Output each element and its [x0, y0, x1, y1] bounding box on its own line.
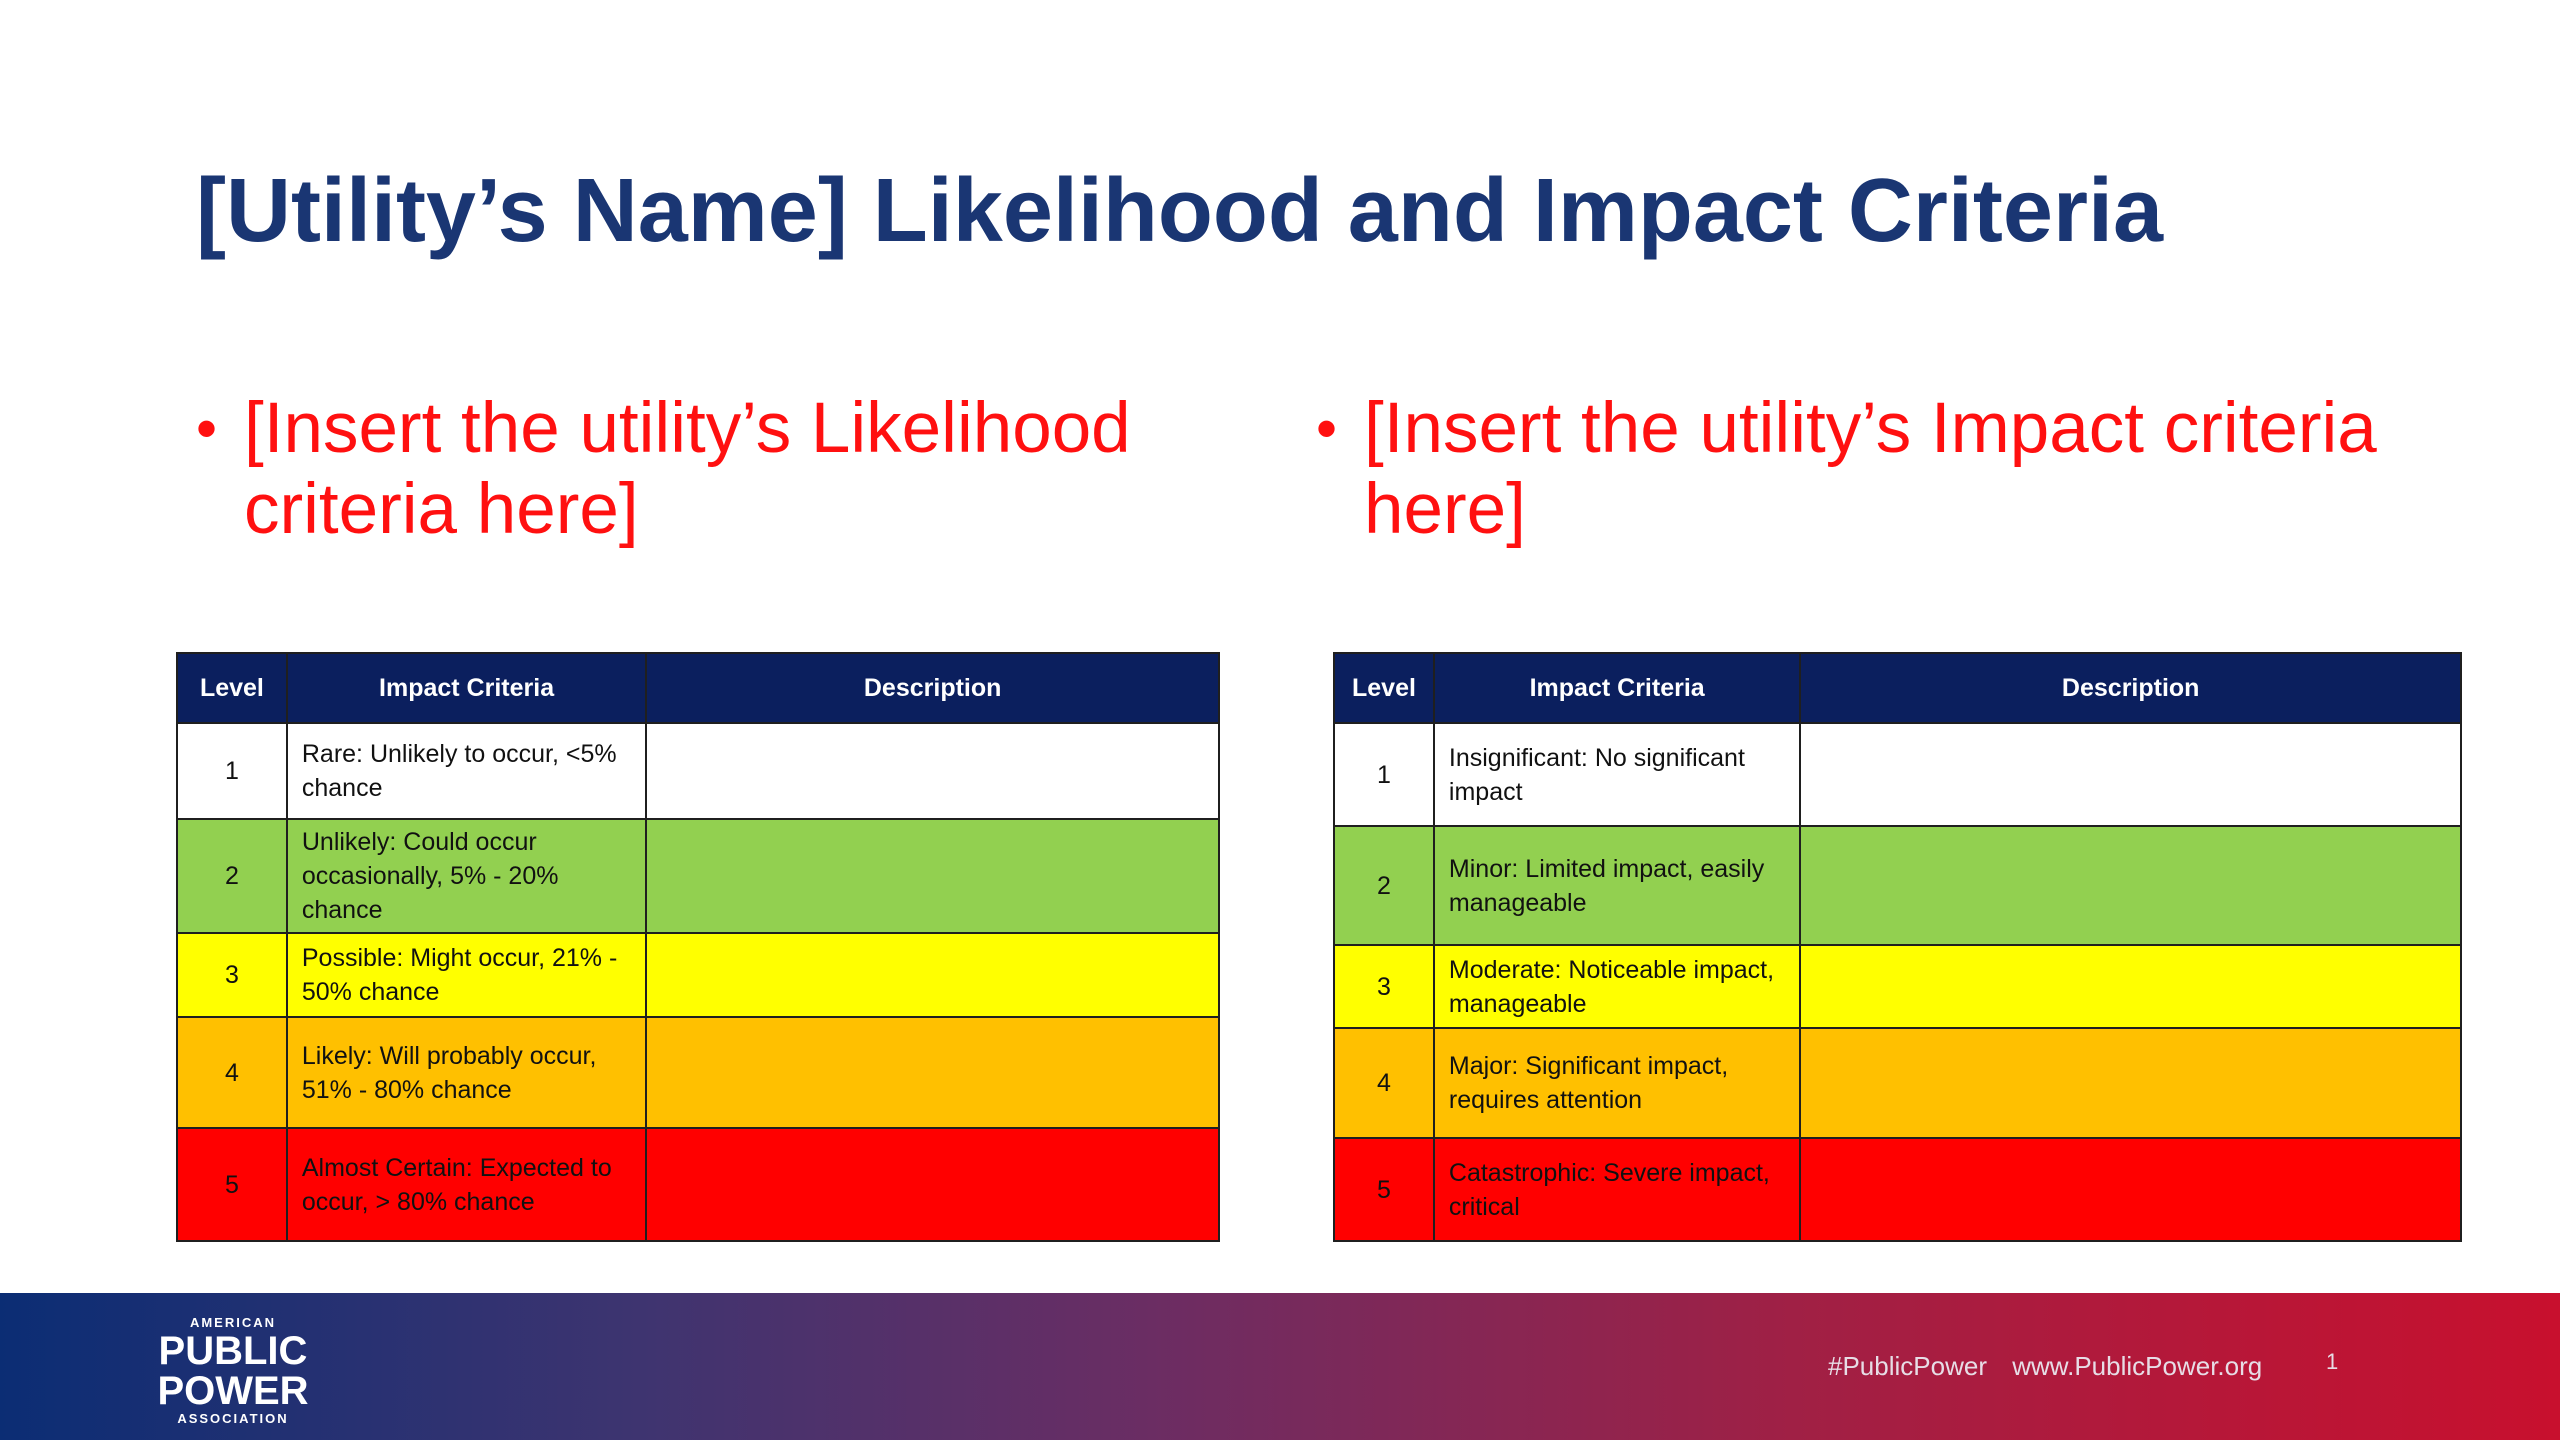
criteria-cell: Almost Certain: Expected to occur, > 80%… [285, 1127, 648, 1242]
description-cell [645, 1016, 1220, 1129]
description-cell [645, 722, 1220, 820]
table-header-row: Level Impact Criteria Description [176, 652, 1220, 724]
bullet-dot: • [196, 395, 218, 462]
criteria-cell: Insignificant: No significant impact [1432, 722, 1802, 827]
bullet-dot: • [1316, 395, 1338, 462]
description-cell [1799, 722, 2462, 827]
table-row: 4 Major: Significant impact, requires at… [1333, 1027, 2462, 1139]
table-header-row: Level Impact Criteria Description [1333, 652, 2462, 724]
criteria-cell: Rare: Unlikely to occur, <5% chance [285, 722, 648, 820]
table-row: 4 Likely: Will probably occur, 51% - 80%… [176, 1016, 1220, 1129]
table-row: 2 Unlikely: Could occur occasionally, 5%… [176, 818, 1220, 934]
criteria-cell: Minor: Limited impact, easily manageable [1432, 825, 1802, 946]
footer-website[interactable]: www.PublicPower.org [2012, 1351, 2263, 1381]
level-cell: 3 [176, 932, 288, 1018]
table-row: 1 Insignificant: No significant impact [1333, 722, 2462, 827]
criteria-cell: Catastrophic: Severe impact, critical [1432, 1137, 1802, 1242]
table-row: 5 Catastrophic: Severe impact, critical [1333, 1137, 2462, 1242]
header-impact-criteria: Impact Criteria [285, 652, 648, 724]
header-level: Level [1333, 652, 1435, 724]
description-cell [645, 932, 1220, 1018]
footer-links: #PublicPower www.PublicPower.org [1828, 1351, 2262, 1382]
table-row: 5 Almost Certain: Expected to occur, > 8… [176, 1127, 1220, 1242]
logo-line1: PUBLIC [158, 1329, 308, 1373]
level-cell: 5 [176, 1127, 288, 1242]
header-impact-criteria: Impact Criteria [1432, 652, 1802, 724]
level-cell: 2 [1333, 825, 1435, 946]
level-cell: 1 [176, 722, 288, 820]
likelihood-table: Level Impact Criteria Description 1 Rare… [176, 652, 1220, 1242]
logo-line2: POWER [157, 1369, 309, 1413]
impact-table: Level Impact Criteria Description 1 Insi… [1333, 652, 2462, 1242]
page-number: 1 [2326, 1349, 2339, 1374]
impact-bullet: • [Insert the utility’s Impact criteria … [1316, 388, 2416, 550]
description-cell [1799, 1027, 2462, 1139]
slide-title: [Utility’s Name] Likelihood and Impact C… [196, 161, 2164, 261]
level-cell: 5 [1333, 1137, 1435, 1242]
description-cell [645, 1127, 1220, 1242]
likelihood-bullet: • [Insert the utility’s Likelihood crite… [196, 388, 1276, 550]
header-level: Level [176, 652, 288, 724]
level-cell: 3 [1333, 944, 1435, 1029]
table-row: 1 Rare: Unlikely to occur, <5% chance [176, 722, 1220, 820]
criteria-cell: Major: Significant impact, requires atte… [1432, 1027, 1802, 1139]
level-cell: 4 [176, 1016, 288, 1129]
description-cell [1799, 944, 2462, 1029]
table-row: 2 Minor: Limited impact, easily manageab… [1333, 825, 2462, 946]
table-row: 3 Moderate: Noticeable impact, manageabl… [1333, 944, 2462, 1029]
logo-bottom-text: ASSOCIATION [177, 1411, 289, 1426]
criteria-cell: Moderate: Noticeable impact, manageable [1432, 944, 1802, 1029]
footer-hashtag: #PublicPower [1828, 1351, 1987, 1381]
description-cell [645, 818, 1220, 934]
criteria-cell: Likely: Will probably occur, 51% - 80% c… [285, 1016, 648, 1129]
description-cell [1799, 825, 2462, 946]
level-cell: 1 [1333, 722, 1435, 827]
description-cell [1799, 1137, 2462, 1242]
footer-bar: AMERICAN PUBLIC POWER ASSOCIATION #Publi… [0, 1293, 2560, 1440]
criteria-cell: Possible: Might occur, 21% - 50% chance [285, 932, 648, 1018]
table-row: 3 Possible: Might occur, 21% - 50% chanc… [176, 932, 1220, 1018]
appa-logo: AMERICAN PUBLIC POWER ASSOCIATION [150, 1315, 316, 1427]
criteria-cell: Unlikely: Could occur occasionally, 5% -… [285, 818, 648, 934]
level-cell: 2 [176, 818, 288, 934]
impact-bullet-text: [Insert the utility’s Impact criteria he… [1364, 389, 2377, 549]
likelihood-bullet-text: [Insert the utility’s Likelihood criteri… [244, 389, 1131, 549]
level-cell: 4 [1333, 1027, 1435, 1139]
logo-top-text: AMERICAN [189, 1315, 277, 1330]
header-description: Description [645, 652, 1220, 724]
header-description: Description [1799, 652, 2462, 724]
